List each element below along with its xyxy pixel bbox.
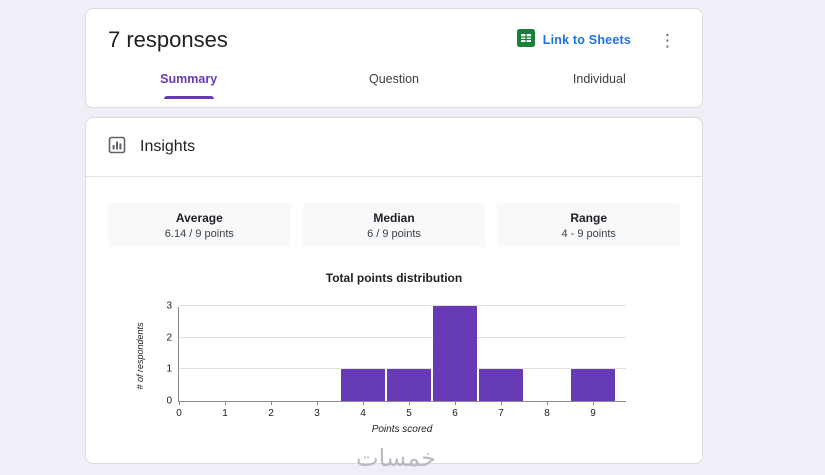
stat-average: Average 6.14 / 9 points	[108, 203, 291, 247]
bar-x4	[341, 369, 385, 401]
x-tick-label: 3	[314, 408, 320, 419]
stat-median-label: Median	[373, 210, 415, 225]
tab-question[interactable]: Question	[368, 72, 419, 86]
gridline-y2	[179, 336, 626, 338]
google-sheets-icon	[516, 28, 535, 52]
x-tick-label: 4	[360, 408, 366, 419]
x-tick-mark	[271, 401, 272, 405]
bar-x9	[571, 369, 615, 401]
insights-chart-icon	[108, 136, 126, 159]
more-options-icon[interactable]: ⋮	[659, 30, 676, 50]
x-tick-label: 5	[406, 408, 412, 419]
insights-title: Insights	[140, 138, 196, 155]
y-tick-label: 1	[166, 363, 172, 375]
stat-average-value: 6.14 / 9 points	[164, 227, 234, 240]
x-tick-mark	[317, 401, 318, 405]
x-tick-mark	[409, 401, 410, 405]
insights-card: Insights Average 6.14 / 9 points Median …	[85, 117, 703, 464]
x-tick-label: 9	[590, 408, 596, 419]
chart-title: Total points distribution	[325, 271, 463, 285]
gridline-y1	[179, 368, 626, 370]
response-view-tabs: Summary Question Individual	[86, 63, 702, 99]
points-distribution-chart: # of respondents 0 1 2 3 0 1 2 3 4 5 6 7 8 9 Points s…	[86, 299, 702, 451]
bar-x7	[479, 369, 523, 401]
x-tick-label: 1	[222, 408, 228, 419]
link-to-sheets-label: Link to Sheets	[542, 33, 631, 47]
tab-individual[interactable]: Individual	[572, 72, 626, 86]
x-axis-label: Points scored	[371, 424, 433, 435]
tab-summary[interactable]: Summary	[86, 63, 291, 99]
stat-average-label: Average	[175, 210, 223, 225]
bar-x5	[387, 369, 431, 401]
x-tick-label: 8	[544, 408, 550, 419]
x-tick-mark	[547, 401, 548, 405]
stat-range-label: Range	[570, 210, 608, 225]
stat-median: Median 6 / 9 points	[302, 203, 486, 247]
stat-range: Range 4 - 9 points	[497, 203, 681, 247]
stats-row: Average 6.14 / 9 points Median 6 / 9 poi…	[86, 177, 702, 247]
plot-area: 0 1 2 3 0 1 2 3 4 5 6 7 8 9	[166, 301, 626, 419]
y-tick-label: 2	[166, 332, 172, 344]
gridline-y3	[179, 305, 626, 306]
x-tick-mark	[179, 401, 180, 405]
x-tick-label: 2	[268, 408, 274, 419]
y-tick-label: 3	[166, 300, 172, 312]
x-tick-mark	[363, 401, 364, 405]
x-tick-mark	[593, 401, 594, 405]
responses-card: 7 responses Link to Sheets ⋮ Summary Que…	[85, 8, 703, 108]
x-tick-label: 7	[498, 408, 504, 419]
y-tick-label: 0	[166, 395, 172, 407]
bar-x6	[433, 306, 477, 401]
stat-median-value: 6 / 9 points	[367, 227, 421, 240]
responses-count-title: 7 responses	[108, 27, 228, 52]
x-tick-label: 6	[452, 408, 458, 419]
link-to-sheets-button[interactable]: Link to Sheets	[516, 28, 631, 52]
y-axis-label: # of respondents	[135, 322, 145, 390]
x-tick-mark	[501, 401, 502, 405]
x-tick-mark	[455, 401, 456, 405]
x-tick-mark	[225, 401, 226, 405]
stat-range-value: 4 - 9 points	[561, 227, 616, 240]
x-tick-label: 0	[176, 408, 182, 419]
